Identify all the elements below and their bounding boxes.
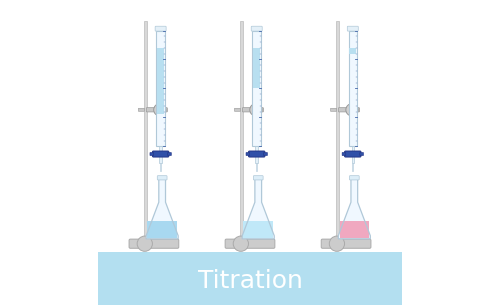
Circle shape — [250, 104, 262, 116]
Polygon shape — [242, 179, 274, 239]
Circle shape — [330, 236, 344, 251]
FancyBboxPatch shape — [240, 21, 243, 240]
FancyBboxPatch shape — [144, 21, 147, 240]
FancyBboxPatch shape — [98, 252, 403, 305]
FancyBboxPatch shape — [246, 152, 250, 156]
FancyBboxPatch shape — [348, 30, 357, 146]
FancyBboxPatch shape — [155, 26, 166, 31]
FancyBboxPatch shape — [253, 48, 260, 88]
FancyBboxPatch shape — [360, 152, 364, 156]
FancyBboxPatch shape — [338, 108, 359, 112]
FancyBboxPatch shape — [350, 176, 359, 180]
FancyBboxPatch shape — [157, 48, 164, 114]
FancyBboxPatch shape — [321, 239, 371, 248]
FancyBboxPatch shape — [150, 152, 154, 156]
FancyBboxPatch shape — [254, 176, 263, 180]
FancyBboxPatch shape — [138, 108, 144, 111]
FancyBboxPatch shape — [242, 108, 264, 112]
FancyBboxPatch shape — [234, 108, 240, 111]
FancyBboxPatch shape — [352, 163, 354, 171]
Polygon shape — [148, 221, 177, 238]
FancyBboxPatch shape — [225, 239, 275, 248]
Circle shape — [154, 104, 166, 116]
FancyBboxPatch shape — [264, 152, 268, 156]
Polygon shape — [340, 221, 369, 238]
FancyBboxPatch shape — [129, 239, 179, 248]
FancyBboxPatch shape — [248, 151, 265, 157]
FancyBboxPatch shape — [251, 26, 262, 31]
FancyBboxPatch shape — [348, 26, 358, 31]
Polygon shape — [244, 221, 273, 238]
FancyBboxPatch shape — [344, 151, 361, 157]
Circle shape — [233, 236, 248, 251]
Circle shape — [137, 236, 152, 251]
FancyBboxPatch shape — [336, 21, 339, 240]
FancyBboxPatch shape — [256, 163, 258, 171]
Polygon shape — [146, 179, 178, 239]
FancyBboxPatch shape — [146, 108, 168, 112]
FancyBboxPatch shape — [352, 146, 354, 163]
FancyBboxPatch shape — [160, 163, 161, 171]
FancyBboxPatch shape — [330, 108, 336, 111]
FancyBboxPatch shape — [168, 152, 172, 156]
Circle shape — [346, 104, 358, 116]
FancyBboxPatch shape — [349, 48, 356, 54]
FancyBboxPatch shape — [156, 30, 165, 146]
Polygon shape — [338, 179, 370, 239]
FancyBboxPatch shape — [342, 152, 346, 156]
FancyBboxPatch shape — [252, 30, 261, 146]
FancyBboxPatch shape — [152, 151, 169, 157]
FancyBboxPatch shape — [158, 176, 167, 180]
Text: Titration: Titration — [198, 269, 302, 293]
FancyBboxPatch shape — [160, 146, 162, 163]
FancyBboxPatch shape — [256, 146, 258, 163]
